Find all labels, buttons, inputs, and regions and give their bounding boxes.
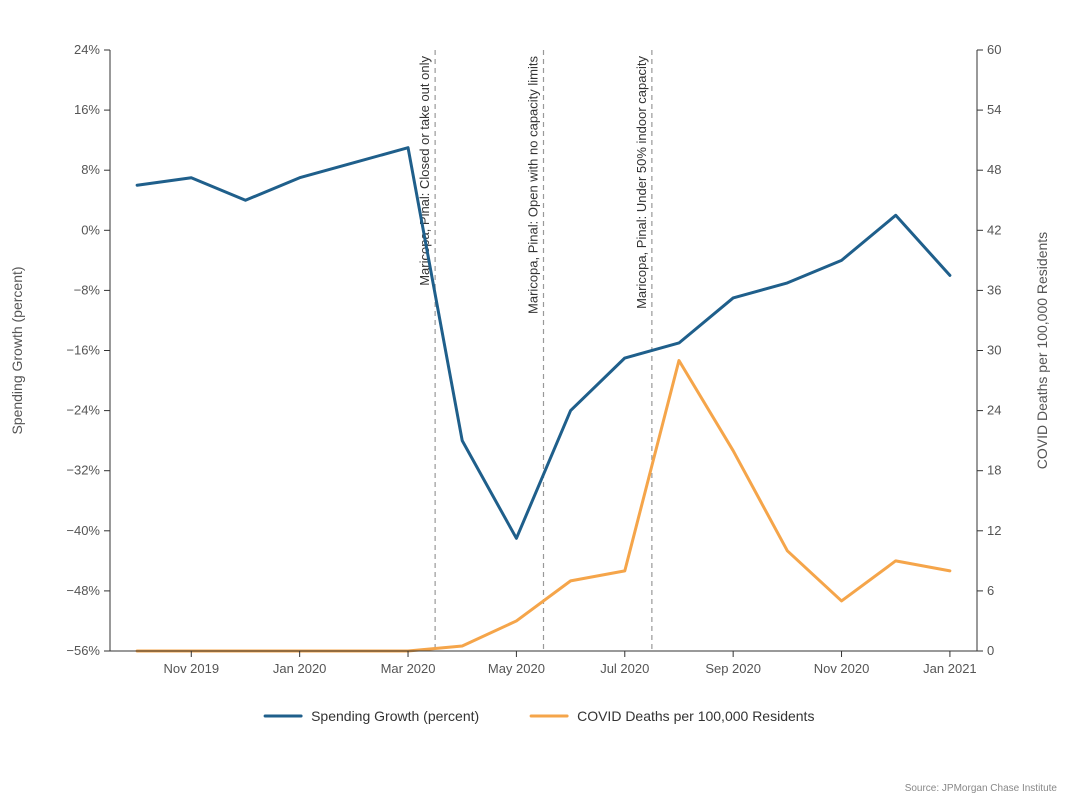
y1-tick-label-9: 16% — [74, 102, 100, 117]
y2-tick-label-6: 36 — [987, 282, 1001, 297]
vref-label-0: Maricopa, Pinal: Closed or take out only — [417, 56, 432, 286]
y2-axis-label: COVID Deaths per 100,000 Residents — [1034, 232, 1050, 469]
chart-svg: Maricopa, Pinal: Closed or take out only… — [0, 0, 1067, 801]
chart-container: Maricopa, Pinal: Closed or take out only… — [0, 0, 1067, 801]
y1-tick-label-5: −16% — [66, 343, 100, 358]
y1-tick-label-8: 8% — [81, 162, 100, 177]
y2-tick-label-3: 18 — [987, 463, 1001, 478]
x-tick-label-6: Nov 2020 — [814, 661, 870, 676]
y2-tick-label-2: 12 — [987, 523, 1001, 538]
y1-tick-label-3: −32% — [66, 463, 100, 478]
y1-tick-label-2: −40% — [66, 523, 100, 538]
x-tick-label-5: Sep 2020 — [705, 661, 761, 676]
x-tick-label-2: Mar 2020 — [381, 661, 436, 676]
x-tick-label-1: Jan 2020 — [273, 661, 327, 676]
y2-tick-label-7: 42 — [987, 222, 1001, 237]
y1-axis-label: Spending Growth (percent) — [9, 266, 25, 434]
y1-tick-label-10: 24% — [74, 42, 100, 57]
y1-tick-label-4: −24% — [66, 403, 100, 418]
y2-tick-label-9: 54 — [987, 102, 1001, 117]
x-tick-label-7: Jan 2021 — [923, 661, 977, 676]
legend-label-0: Spending Growth (percent) — [311, 708, 479, 724]
y1-tick-label-6: −8% — [74, 282, 101, 297]
source-label: Source: JPMorgan Chase Institute — [905, 783, 1058, 794]
y2-tick-label-0: 0 — [987, 643, 994, 658]
y2-tick-label-5: 30 — [987, 343, 1001, 358]
x-tick-label-4: Jul 2020 — [600, 661, 649, 676]
y1-tick-label-7: 0% — [81, 222, 100, 237]
x-tick-label-3: May 2020 — [488, 661, 545, 676]
y1-tick-label-1: −48% — [66, 583, 100, 598]
vref-label-1: Maricopa, Pinal: Open with no capacity l… — [526, 56, 541, 314]
legend-label-1: COVID Deaths per 100,000 Residents — [577, 708, 814, 724]
y1-tick-label-0: −56% — [66, 643, 100, 658]
y2-tick-label-10: 60 — [987, 42, 1001, 57]
y2-tick-label-8: 48 — [987, 162, 1001, 177]
x-tick-label-0: Nov 2019 — [163, 661, 219, 676]
vref-label-2: Maricopa, Pinal: Under 50% indoor capaci… — [634, 56, 649, 309]
y2-tick-label-1: 6 — [987, 583, 994, 598]
y2-tick-label-4: 24 — [987, 403, 1001, 418]
